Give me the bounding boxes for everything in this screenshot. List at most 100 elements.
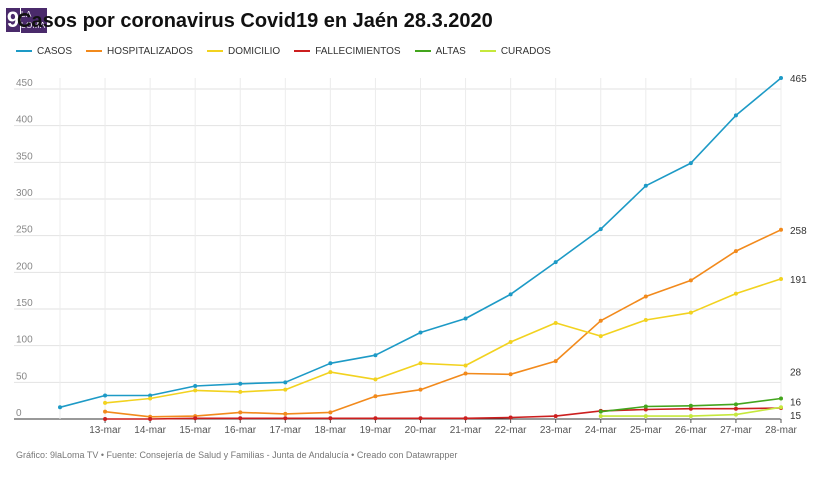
y-tick-label: 250: [16, 225, 33, 236]
data-point: [238, 381, 243, 386]
data-point: [779, 76, 783, 81]
data-point: [373, 394, 378, 399]
legend-label: ALTAS: [435, 45, 466, 57]
legend-item: CURADOS: [479, 44, 551, 58]
data-point: [283, 416, 288, 421]
data-point: [193, 384, 198, 389]
y-tick-label: 400: [16, 115, 33, 126]
data-point: [643, 407, 648, 412]
data-point: [553, 320, 558, 325]
data-point: [643, 318, 648, 323]
end-label: 16: [790, 397, 802, 408]
legend-swatch: [16, 50, 32, 52]
line-chart: 0 50 100 150 200 250 300 350 400 450 13-mar 14-mar 1…: [14, 74, 807, 436]
data-point: [779, 405, 783, 410]
y-tick-label: 200: [16, 261, 33, 272]
data-point: [103, 400, 108, 405]
data-point: [688, 161, 693, 166]
legend-swatch: [206, 50, 223, 52]
data-point: [733, 412, 738, 417]
data-point: [779, 227, 783, 232]
data-point: [103, 409, 108, 414]
legend-swatch: [294, 50, 311, 52]
data-point: [553, 260, 558, 265]
data-point: [553, 359, 558, 364]
data-point: [598, 414, 603, 419]
legend-item: DOMICILIO: [206, 44, 280, 58]
data-point: [103, 417, 108, 421]
legend-item: HOSPITALIZADOS: [86, 44, 193, 58]
data-point: [283, 411, 288, 416]
x-tick-label: 26-mar: [675, 425, 707, 436]
y-tick-label: 450: [16, 78, 33, 89]
data-point: [643, 183, 648, 188]
x-tick-label: 21-mar: [450, 425, 482, 436]
x-tick-label: 23-mar: [540, 425, 572, 436]
data-point: [598, 227, 603, 232]
x-tick-label: 18-mar: [315, 425, 347, 436]
x-tick-label: 25-mar: [630, 425, 662, 436]
legend-swatch: [86, 50, 103, 52]
data-point: [328, 370, 333, 375]
legend-swatch: [414, 50, 431, 52]
end-label: 258: [790, 226, 807, 237]
data-point: [238, 410, 243, 415]
data-point: [598, 334, 603, 339]
data-point: [148, 396, 153, 401]
legend-item: CASOS: [16, 44, 72, 58]
chart-legend: CASOS HOSPITALIZADOS DOMICILIO FALLECIMIENT…: [16, 44, 551, 58]
data-point: [643, 294, 648, 299]
data-point: [463, 371, 468, 376]
legend-label: FALLECIMIENTOS: [315, 45, 401, 57]
data-point: [238, 389, 243, 394]
end-label: 191: [790, 275, 807, 286]
y-tick-label: 50: [16, 371, 28, 382]
x-tick-label: 28-mar: [765, 425, 797, 436]
data-point: [283, 387, 288, 392]
end-label: 465: [790, 74, 807, 85]
data-point: [328, 416, 333, 421]
y-tick-label: 150: [16, 298, 33, 309]
legend-label: CASOS: [37, 45, 73, 57]
y-tick-label: 300: [16, 188, 33, 199]
series-line-domicilio: [105, 278, 782, 404]
data-point: [779, 396, 783, 401]
x-tick-label: 13-mar: [89, 425, 121, 436]
data-point: [688, 406, 693, 411]
y-tick-label: 350: [16, 151, 33, 162]
data-point: [463, 363, 468, 368]
data-point: [508, 372, 513, 377]
legend-item: ALTAS: [414, 44, 466, 58]
chart-title: Casos por coronavirus Covid19 en Jaén 28…: [17, 10, 493, 32]
y-tick-label: 0: [16, 408, 22, 419]
logo-number: 9: [6, 7, 20, 32]
data-point: [598, 409, 603, 414]
data-point: [688, 403, 693, 408]
data-point: [643, 414, 648, 419]
x-tick-label: 15-mar: [179, 425, 211, 436]
data-point: [733, 113, 738, 118]
end-label: 15: [790, 411, 802, 422]
data-point: [688, 310, 693, 315]
data-point: [148, 393, 153, 398]
data-point: [328, 410, 333, 415]
legend-label: CURADOS: [500, 45, 551, 57]
legend-swatch: [479, 50, 496, 52]
data-point: [779, 276, 783, 281]
data-point: [283, 380, 288, 385]
data-point: [328, 361, 333, 366]
x-tick-label: 17-mar: [269, 425, 301, 436]
data-point: [373, 416, 378, 421]
data-point: [598, 318, 603, 323]
x-tick-label: 16-mar: [224, 425, 256, 436]
data-point: [508, 340, 513, 345]
data-point: [148, 417, 153, 421]
data-point: [193, 388, 198, 393]
data-point: [463, 416, 468, 421]
data-point: [373, 353, 378, 358]
data-point: [238, 416, 243, 421]
end-label: 28: [790, 367, 802, 378]
data-point: [643, 404, 648, 409]
brand-logo: 9 LA LOMA: [6, 7, 47, 33]
series-line-fallecimientos: [105, 407, 782, 420]
